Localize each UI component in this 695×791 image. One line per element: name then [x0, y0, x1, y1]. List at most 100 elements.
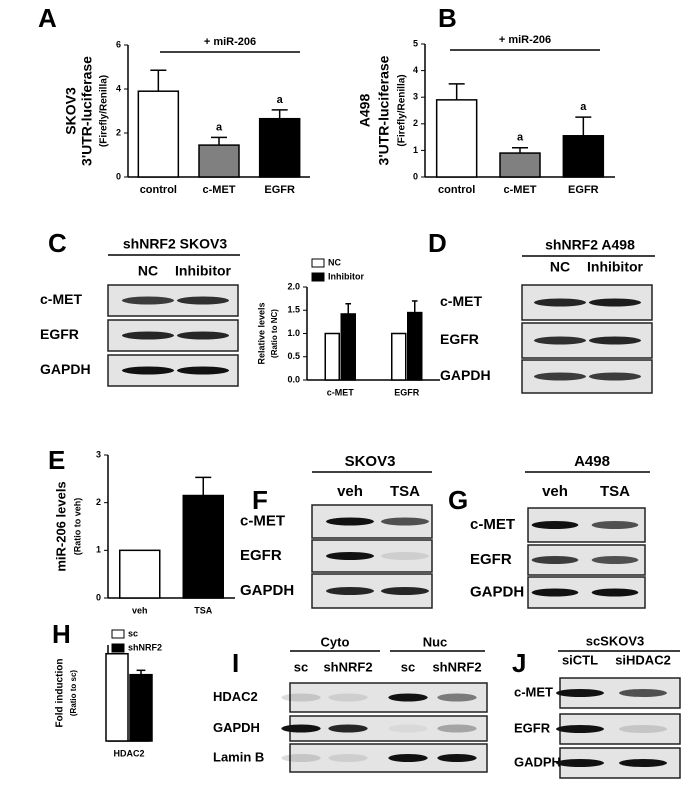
y-tick-label: 1.5 — [287, 305, 300, 315]
panel-label: F — [252, 485, 268, 515]
sig-label: a — [277, 94, 284, 106]
band — [531, 556, 579, 564]
band — [326, 587, 374, 595]
bar — [129, 673, 153, 742]
bar — [119, 549, 161, 599]
band — [177, 296, 229, 305]
band — [556, 759, 604, 767]
band — [591, 521, 639, 529]
panel-label: D — [428, 228, 447, 258]
band — [326, 517, 374, 526]
legend-label: shNRF2 — [128, 642, 162, 652]
band — [534, 298, 586, 307]
y-tick-label: 5 — [413, 38, 418, 48]
band — [531, 588, 579, 597]
bar — [137, 90, 180, 178]
bar — [391, 332, 407, 381]
panel-label: E — [48, 445, 65, 475]
lane-label: veh — [542, 483, 568, 500]
band — [388, 724, 428, 733]
lane-label: siHDAC2 — [615, 652, 671, 667]
legend-label: NC — [328, 257, 341, 267]
lane-label: sc — [401, 659, 415, 674]
bar — [324, 332, 340, 381]
band — [589, 336, 641, 345]
bar — [435, 99, 478, 178]
lane-label: NC — [138, 263, 158, 279]
panel-label: I — [232, 648, 239, 678]
lane-label: TSA — [390, 483, 420, 500]
blot-group: Cyto — [321, 634, 350, 649]
band — [381, 552, 429, 560]
annotation: + miR-206 — [499, 34, 551, 46]
x-tick-label: c-MET — [504, 184, 537, 196]
lane-label: shNRF2 — [432, 659, 481, 674]
band — [619, 725, 667, 733]
band — [326, 552, 374, 560]
x-tick-label: TSA — [194, 605, 213, 615]
y-axis-label: (Ratio to veh) — [72, 498, 82, 556]
y-axis-label: Fold induction — [55, 659, 66, 728]
sig-label: a — [580, 101, 587, 113]
row-label: EGFR — [514, 720, 551, 735]
x-tick-label: EGFR — [264, 184, 295, 196]
bar — [182, 494, 224, 599]
row-label: GAPDH — [240, 582, 294, 599]
y-tick-label: 0.0 — [287, 374, 300, 384]
y-axis-label: (Ratio to NC) — [270, 309, 279, 358]
lane-label: shNRF2 — [323, 659, 372, 674]
band — [591, 588, 639, 597]
y-tick-label: 2.0 — [287, 281, 300, 291]
band — [591, 556, 639, 564]
band — [619, 689, 667, 697]
band — [281, 754, 321, 762]
annotation: + miR-206 — [204, 36, 256, 48]
y-axis-label: A498 — [357, 94, 373, 128]
y-tick-label: 1 — [413, 145, 418, 155]
band — [177, 366, 229, 375]
row-label: GADPH — [514, 754, 561, 769]
band — [437, 693, 477, 702]
band — [437, 754, 477, 762]
legend-swatch — [311, 272, 325, 282]
legend-label: sc — [128, 628, 138, 638]
band — [556, 725, 604, 733]
band — [122, 296, 174, 305]
y-axis-label: SKOV3 — [63, 87, 79, 135]
blot-header: SKOV3 — [345, 453, 396, 470]
y-axis-label: (Firefly/Renilla) — [397, 74, 408, 146]
y-axis-label: miR-206 levels — [53, 481, 68, 571]
y-tick-label: 4 — [116, 83, 121, 93]
x-tick-label: EGFR — [568, 184, 599, 196]
y-tick-label: 2 — [116, 127, 121, 137]
y-tick-label: 0 — [96, 592, 101, 602]
y-tick-label: 0.5 — [287, 351, 300, 361]
band — [122, 331, 174, 340]
blot-strip — [289, 715, 488, 742]
row-label: GAPDH — [470, 583, 524, 600]
y-tick-label: 3 — [96, 449, 101, 459]
lane-label: sc — [294, 659, 308, 674]
row-label: c-MET — [514, 684, 553, 699]
lane-label: Inhibitor — [175, 263, 232, 279]
bar — [562, 135, 605, 178]
y-tick-label: 3 — [413, 92, 418, 102]
bar — [105, 652, 129, 742]
y-tick-label: 0 — [116, 171, 121, 181]
row-label: c-MET — [40, 291, 82, 307]
band — [589, 298, 641, 307]
band — [381, 517, 429, 526]
band — [177, 331, 229, 340]
blot-header: shNRF2 SKOV3 — [123, 236, 227, 252]
band — [328, 724, 368, 733]
y-tick-label: 0 — [413, 171, 418, 181]
y-tick-label: 4 — [413, 65, 418, 75]
row-label: GAPDH — [440, 367, 491, 383]
band — [388, 693, 428, 702]
legend-swatch — [311, 258, 325, 268]
panel-label: A — [38, 3, 57, 33]
row-label: EGFR — [470, 551, 512, 568]
legend-label: Inhibitor — [328, 271, 364, 281]
bar — [258, 117, 301, 178]
sig-label: a — [517, 132, 524, 144]
